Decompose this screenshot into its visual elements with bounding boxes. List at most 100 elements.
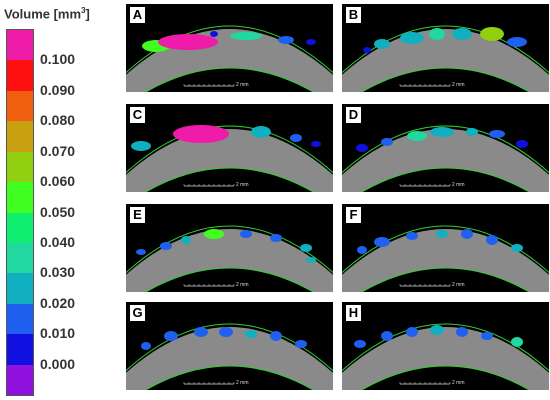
- tick-label: 0.040: [40, 233, 76, 250]
- tick-label: 0.090: [40, 81, 76, 98]
- tick-label: 0.030: [40, 264, 76, 281]
- color-swatch: [7, 30, 33, 61]
- outer-boundary-line: [126, 225, 333, 274]
- void-blob: [381, 331, 393, 341]
- scale-bar-label: 2 mm: [452, 282, 465, 288]
- ct-panel-h: 2 mm H: [342, 302, 549, 390]
- tissue-band: [342, 29, 549, 92]
- ct-panel-c: 2 mm C: [126, 104, 333, 192]
- color-swatch: [7, 121, 33, 152]
- void-blob: [461, 229, 473, 239]
- void-blob: [164, 331, 178, 341]
- color-swatch: [7, 90, 33, 122]
- ct-cross-section-image: [342, 204, 549, 292]
- panel-label: A: [130, 7, 145, 23]
- void-blob: [219, 327, 233, 337]
- inner-boundary-line: [144, 167, 315, 192]
- void-blob: [436, 230, 448, 238]
- panel-label: H: [346, 305, 361, 321]
- outer-boundary-line: [342, 25, 549, 74]
- ct-cross-section-image: [126, 302, 333, 390]
- ct-cross-section-image: [342, 104, 549, 192]
- tissue-band: [342, 129, 549, 192]
- tick-label: 0.070: [40, 142, 76, 159]
- ct-panel-f: 2 mm F: [342, 204, 549, 292]
- void-blob: [251, 126, 271, 138]
- void-blob: [430, 127, 454, 137]
- color-swatch: [7, 151, 33, 183]
- color-scale-ticks: 0.100 0.090 0.080 0.070 0.060 0.050 0.040 0.030…: [40, 29, 120, 394]
- scale-bar-label: 2 mm: [452, 182, 465, 188]
- void-blob: [158, 34, 218, 50]
- void-blob: [486, 235, 498, 245]
- panel-label: E: [130, 207, 145, 223]
- color-swatch: [7, 334, 33, 365]
- panel-label: B: [346, 7, 361, 23]
- scale-bar-label: 2 mm: [236, 380, 249, 386]
- void-blob: [511, 244, 523, 252]
- legend-title-sup: 3: [81, 6, 86, 15]
- void-blob: [429, 28, 445, 40]
- ct-panel-b: 2 mm B: [342, 4, 549, 92]
- void-blob: [400, 32, 424, 44]
- inner-boundary-line: [360, 167, 531, 192]
- void-blob: [466, 128, 478, 136]
- color-swatch: [7, 303, 33, 335]
- panel-label: F: [346, 207, 361, 223]
- tissue-band: [342, 327, 549, 390]
- void-blob: [290, 134, 302, 142]
- outer-boundary-line: [126, 323, 333, 372]
- void-blob: [481, 332, 493, 340]
- panel-label: D: [346, 107, 361, 123]
- void-blob: [270, 331, 282, 341]
- inner-boundary-line: [144, 67, 315, 92]
- void-blob: [511, 337, 523, 347]
- panel-label: G: [130, 305, 145, 321]
- void-blob: [357, 246, 367, 254]
- ct-cross-section-image: [342, 302, 549, 390]
- void-blob: [131, 141, 151, 151]
- scale-bar-label: 2 mm: [236, 182, 249, 188]
- outer-boundary-line: [342, 323, 549, 372]
- void-blob: [381, 138, 393, 146]
- void-blob: [295, 340, 307, 348]
- tick-label: 0.080: [40, 112, 76, 129]
- color-scale-bar: [6, 29, 34, 396]
- void-blob: [306, 39, 316, 45]
- inner-boundary-line: [360, 67, 531, 92]
- color-swatch: [7, 212, 33, 243]
- legend-title-main: Volume [mm: [4, 6, 82, 22]
- scale-bar-label: 2 mm: [452, 380, 465, 386]
- void-blob: [489, 130, 505, 138]
- outer-boundary-line: [126, 125, 333, 174]
- void-blob: [363, 47, 371, 53]
- void-blob: [430, 325, 444, 335]
- void-blob: [354, 340, 366, 348]
- ct-panel-a: 2 mm A: [126, 4, 333, 92]
- tick-label: 0.020: [40, 294, 76, 311]
- ct-panel-d: 2 mm D: [342, 104, 549, 192]
- scale-bar-label: 2 mm: [236, 282, 249, 288]
- void-blob: [356, 144, 368, 152]
- outer-boundary-line: [342, 225, 549, 274]
- void-blob: [406, 232, 418, 240]
- tick-label: 0.010: [40, 325, 76, 342]
- tissue-band: [126, 327, 333, 390]
- inner-boundary-line: [144, 365, 315, 390]
- void-blob: [480, 27, 504, 41]
- void-blob: [141, 342, 151, 350]
- void-blob: [270, 234, 282, 242]
- void-blob: [136, 249, 146, 255]
- outer-boundary-line: [342, 125, 549, 174]
- void-blob: [452, 28, 472, 40]
- void-blob: [407, 131, 427, 141]
- panel-label: C: [130, 107, 145, 123]
- void-blob: [406, 327, 418, 337]
- tick-label: 0.060: [40, 173, 76, 190]
- ct-panel-g: 2 mm G: [126, 302, 333, 390]
- color-swatch: [7, 364, 33, 396]
- ct-cross-section-image: [126, 204, 333, 292]
- color-swatch: [7, 273, 33, 304]
- inner-boundary-line: [360, 267, 531, 292]
- void-blob: [240, 230, 252, 238]
